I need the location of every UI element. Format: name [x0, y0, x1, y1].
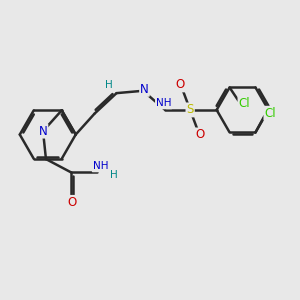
Text: H: H	[110, 170, 118, 180]
Text: S: S	[186, 103, 194, 116]
Text: H: H	[105, 80, 113, 90]
Text: N: N	[140, 83, 149, 96]
Text: NH: NH	[93, 161, 108, 171]
Text: O: O	[195, 128, 205, 142]
Text: O: O	[68, 196, 77, 209]
Text: Cl: Cl	[264, 107, 276, 120]
Text: NH: NH	[156, 98, 171, 108]
Text: O: O	[176, 78, 185, 92]
Text: N: N	[39, 124, 47, 138]
Text: Cl: Cl	[238, 97, 250, 110]
